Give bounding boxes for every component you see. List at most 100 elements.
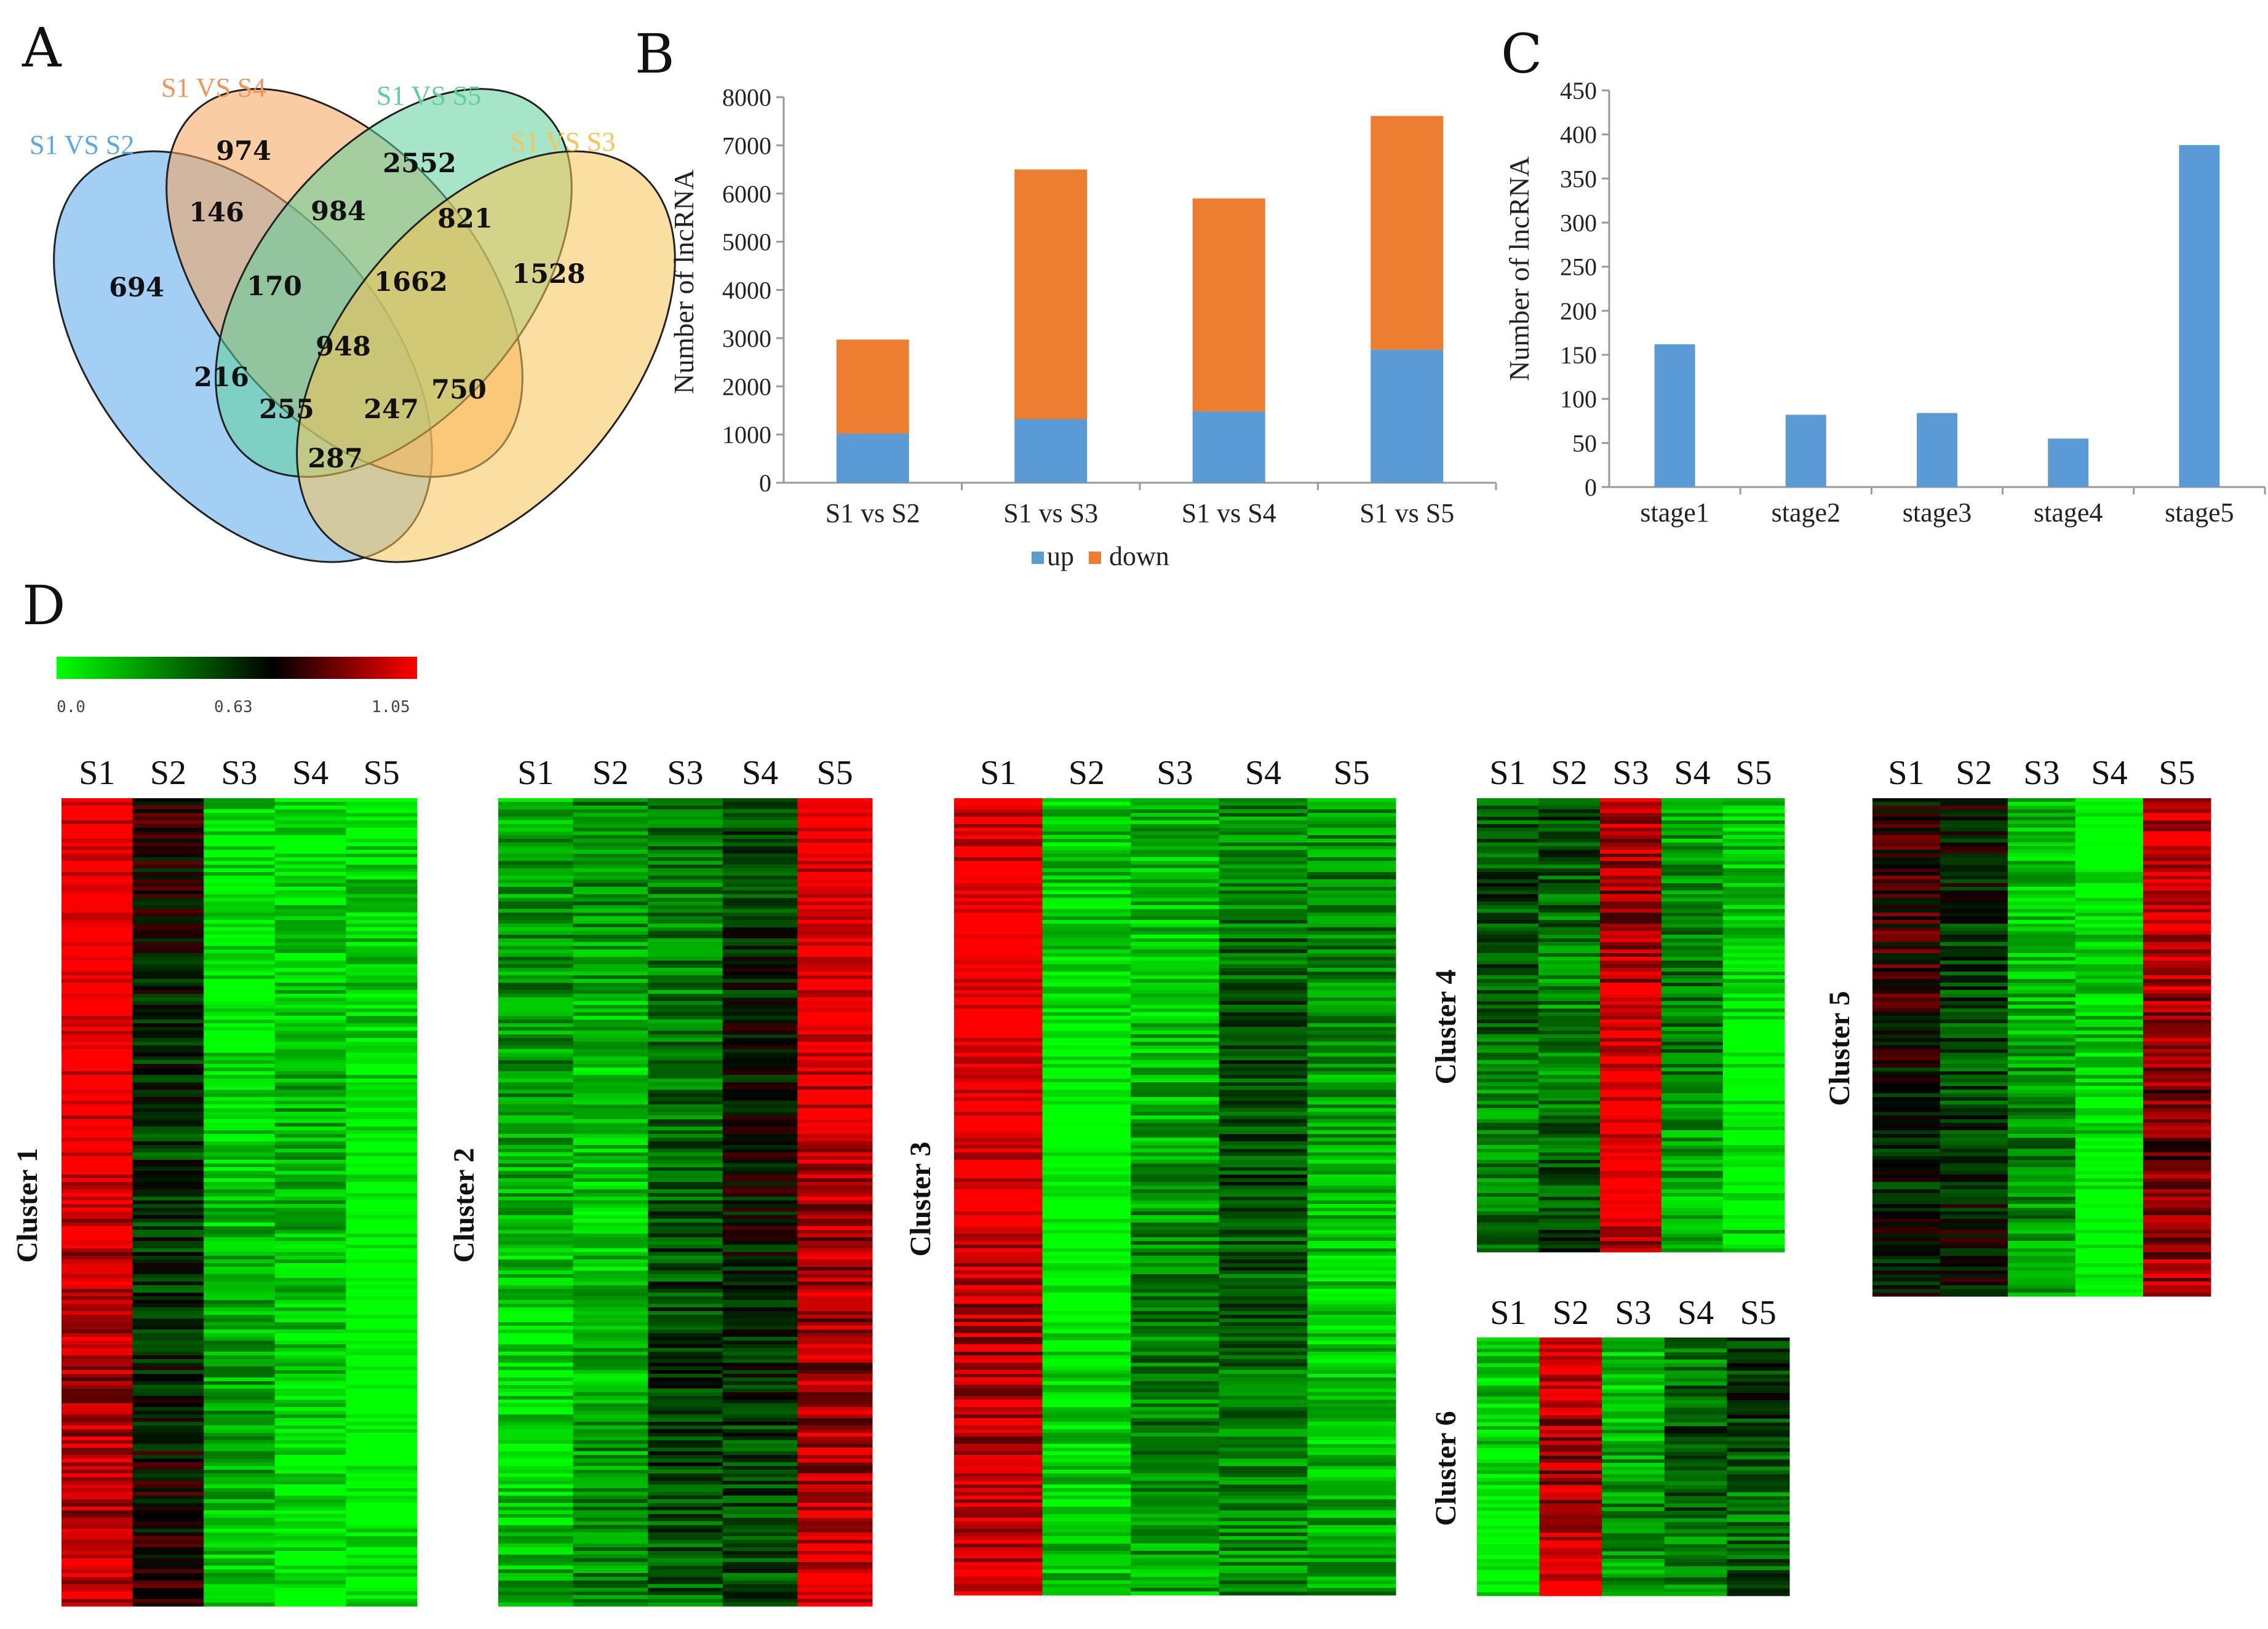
heatmap-cell xyxy=(62,1315,133,1319)
heatmap-cell xyxy=(797,1499,873,1504)
heatmap-cell xyxy=(132,1104,204,1109)
heatmap-cell xyxy=(1477,1200,1539,1205)
heatmap-cell xyxy=(2008,927,2076,932)
heatmap-cell xyxy=(274,1418,346,1422)
heatmap-cell xyxy=(1219,975,1308,980)
heatmap-cell xyxy=(1131,997,1220,1002)
heatmap-cell xyxy=(2075,990,2144,994)
heatmap-column-label: S4 xyxy=(1245,754,1281,792)
heatmap-cell xyxy=(1477,1211,1539,1216)
heatmap-cell xyxy=(2143,1259,2211,1264)
heatmap-cell xyxy=(1042,898,1131,902)
heatmap-cell xyxy=(573,842,648,847)
heatmap-cell xyxy=(1477,1349,1540,1353)
heatmap-cell xyxy=(1664,1349,1727,1353)
heatmap-cell xyxy=(1600,1234,1662,1238)
heatmap-cell xyxy=(274,1038,346,1042)
heatmap-cell xyxy=(1307,1577,1396,1581)
heatmap-cell xyxy=(573,1296,648,1301)
heatmap-cell xyxy=(1661,846,1724,850)
heatmap-cell xyxy=(1872,1289,1941,1293)
heatmap-cell xyxy=(274,1226,346,1231)
heatmap-cell xyxy=(274,798,346,803)
heatmap-cell xyxy=(1477,1448,1540,1453)
heatmap-cell xyxy=(954,986,1043,991)
heatmap-cell xyxy=(1307,1370,1396,1374)
heatmap-cell xyxy=(1600,842,1662,847)
heatmap-cell xyxy=(62,1056,133,1061)
heatmap-cell xyxy=(498,1285,574,1290)
heatmap-cell xyxy=(62,1270,133,1275)
heatmap-cell xyxy=(1477,942,1539,946)
heatmap-cell xyxy=(1307,942,1396,946)
heatmap-cell xyxy=(648,868,723,873)
heatmap-cell xyxy=(954,1580,1043,1585)
heatmap-cell xyxy=(573,1326,648,1330)
heatmap-cell xyxy=(1727,1345,1790,1349)
heatmap-cell xyxy=(573,1484,648,1489)
heatmap-cell xyxy=(1940,1219,2008,1223)
heatmap-cell xyxy=(1661,997,1724,1002)
heatmap-cell xyxy=(1219,1359,1308,1363)
heatmap-cell xyxy=(954,953,1043,957)
heatmap-cell xyxy=(2075,1263,2144,1267)
heatmap-cell xyxy=(204,920,276,924)
heatmap-cell xyxy=(62,913,133,917)
heatmap-cell xyxy=(1042,1473,1131,1478)
heatmap-cell xyxy=(1600,1241,1662,1245)
heatmap-cell xyxy=(1661,1223,1724,1227)
heatmap-cell xyxy=(346,839,418,843)
heatmap-cell xyxy=(573,1536,648,1540)
heatmap-cell xyxy=(797,1503,873,1507)
heatmap-cell xyxy=(1219,1200,1308,1205)
heatmap-cell xyxy=(573,997,648,1002)
heatmap-cell xyxy=(1477,1456,1540,1460)
heatmap-cell xyxy=(1042,857,1131,862)
heatmap-cell xyxy=(2008,828,2076,832)
heatmap-cell xyxy=(648,1573,723,1577)
heatmap-cell xyxy=(1477,997,1539,1002)
heatmap-cell xyxy=(204,1082,276,1087)
heatmap-cell xyxy=(648,1425,723,1430)
heatmap-cell xyxy=(797,835,873,839)
heatmap-cell xyxy=(2008,865,2076,869)
heatmap-cell xyxy=(346,1584,418,1588)
heatmap-cell xyxy=(1872,1116,1941,1120)
heatmap-cell xyxy=(1131,1071,1220,1076)
heatmap-cell xyxy=(1664,1367,1727,1371)
heatmap-cell xyxy=(1219,1518,1308,1522)
heatmap-cell xyxy=(722,1422,798,1426)
heatmap-cell xyxy=(346,1152,418,1157)
heatmap-cell xyxy=(1723,1045,1785,1050)
heatmap-cell xyxy=(1477,1208,1539,1212)
heatmap-cell xyxy=(1723,883,1785,887)
heatmap-cell xyxy=(1539,1422,1602,1427)
heatmap-cell xyxy=(498,872,574,876)
heatmap-cell xyxy=(954,1112,1043,1116)
heatmap-cell xyxy=(648,1234,723,1238)
heatmap-cell xyxy=(2008,1200,2076,1205)
heatmap-cell xyxy=(346,1027,418,1031)
heatmap-cell xyxy=(1307,1396,1396,1400)
heatmap-cell xyxy=(1661,1156,1724,1160)
heatmap-cell xyxy=(1219,1532,1308,1537)
heatmap-cell xyxy=(2075,994,2144,998)
heatmap-cell xyxy=(498,1056,574,1061)
heatmap-cell xyxy=(1042,975,1131,980)
heatmap-cell xyxy=(954,1108,1043,1112)
heatmap-cell xyxy=(954,868,1043,873)
heatmap-cell xyxy=(1723,813,1785,817)
heatmap-cell xyxy=(797,1108,873,1112)
heatmap-cell xyxy=(346,1521,418,1526)
heatmap-cell xyxy=(346,806,418,810)
heatmap-cell xyxy=(1940,990,2008,994)
heatmap-cell xyxy=(2075,1138,2144,1142)
heatmap-cell xyxy=(1131,1020,1220,1024)
heatmap-cell xyxy=(722,1296,798,1301)
heatmap-cell xyxy=(1131,898,1220,902)
heatmap-cell xyxy=(1538,1090,1601,1094)
heatmap-cell xyxy=(2008,1064,2076,1068)
heatmap-cell xyxy=(1602,1563,1665,1567)
heatmap-cell xyxy=(1602,1463,1665,1467)
heatmap-cell xyxy=(346,1219,418,1223)
